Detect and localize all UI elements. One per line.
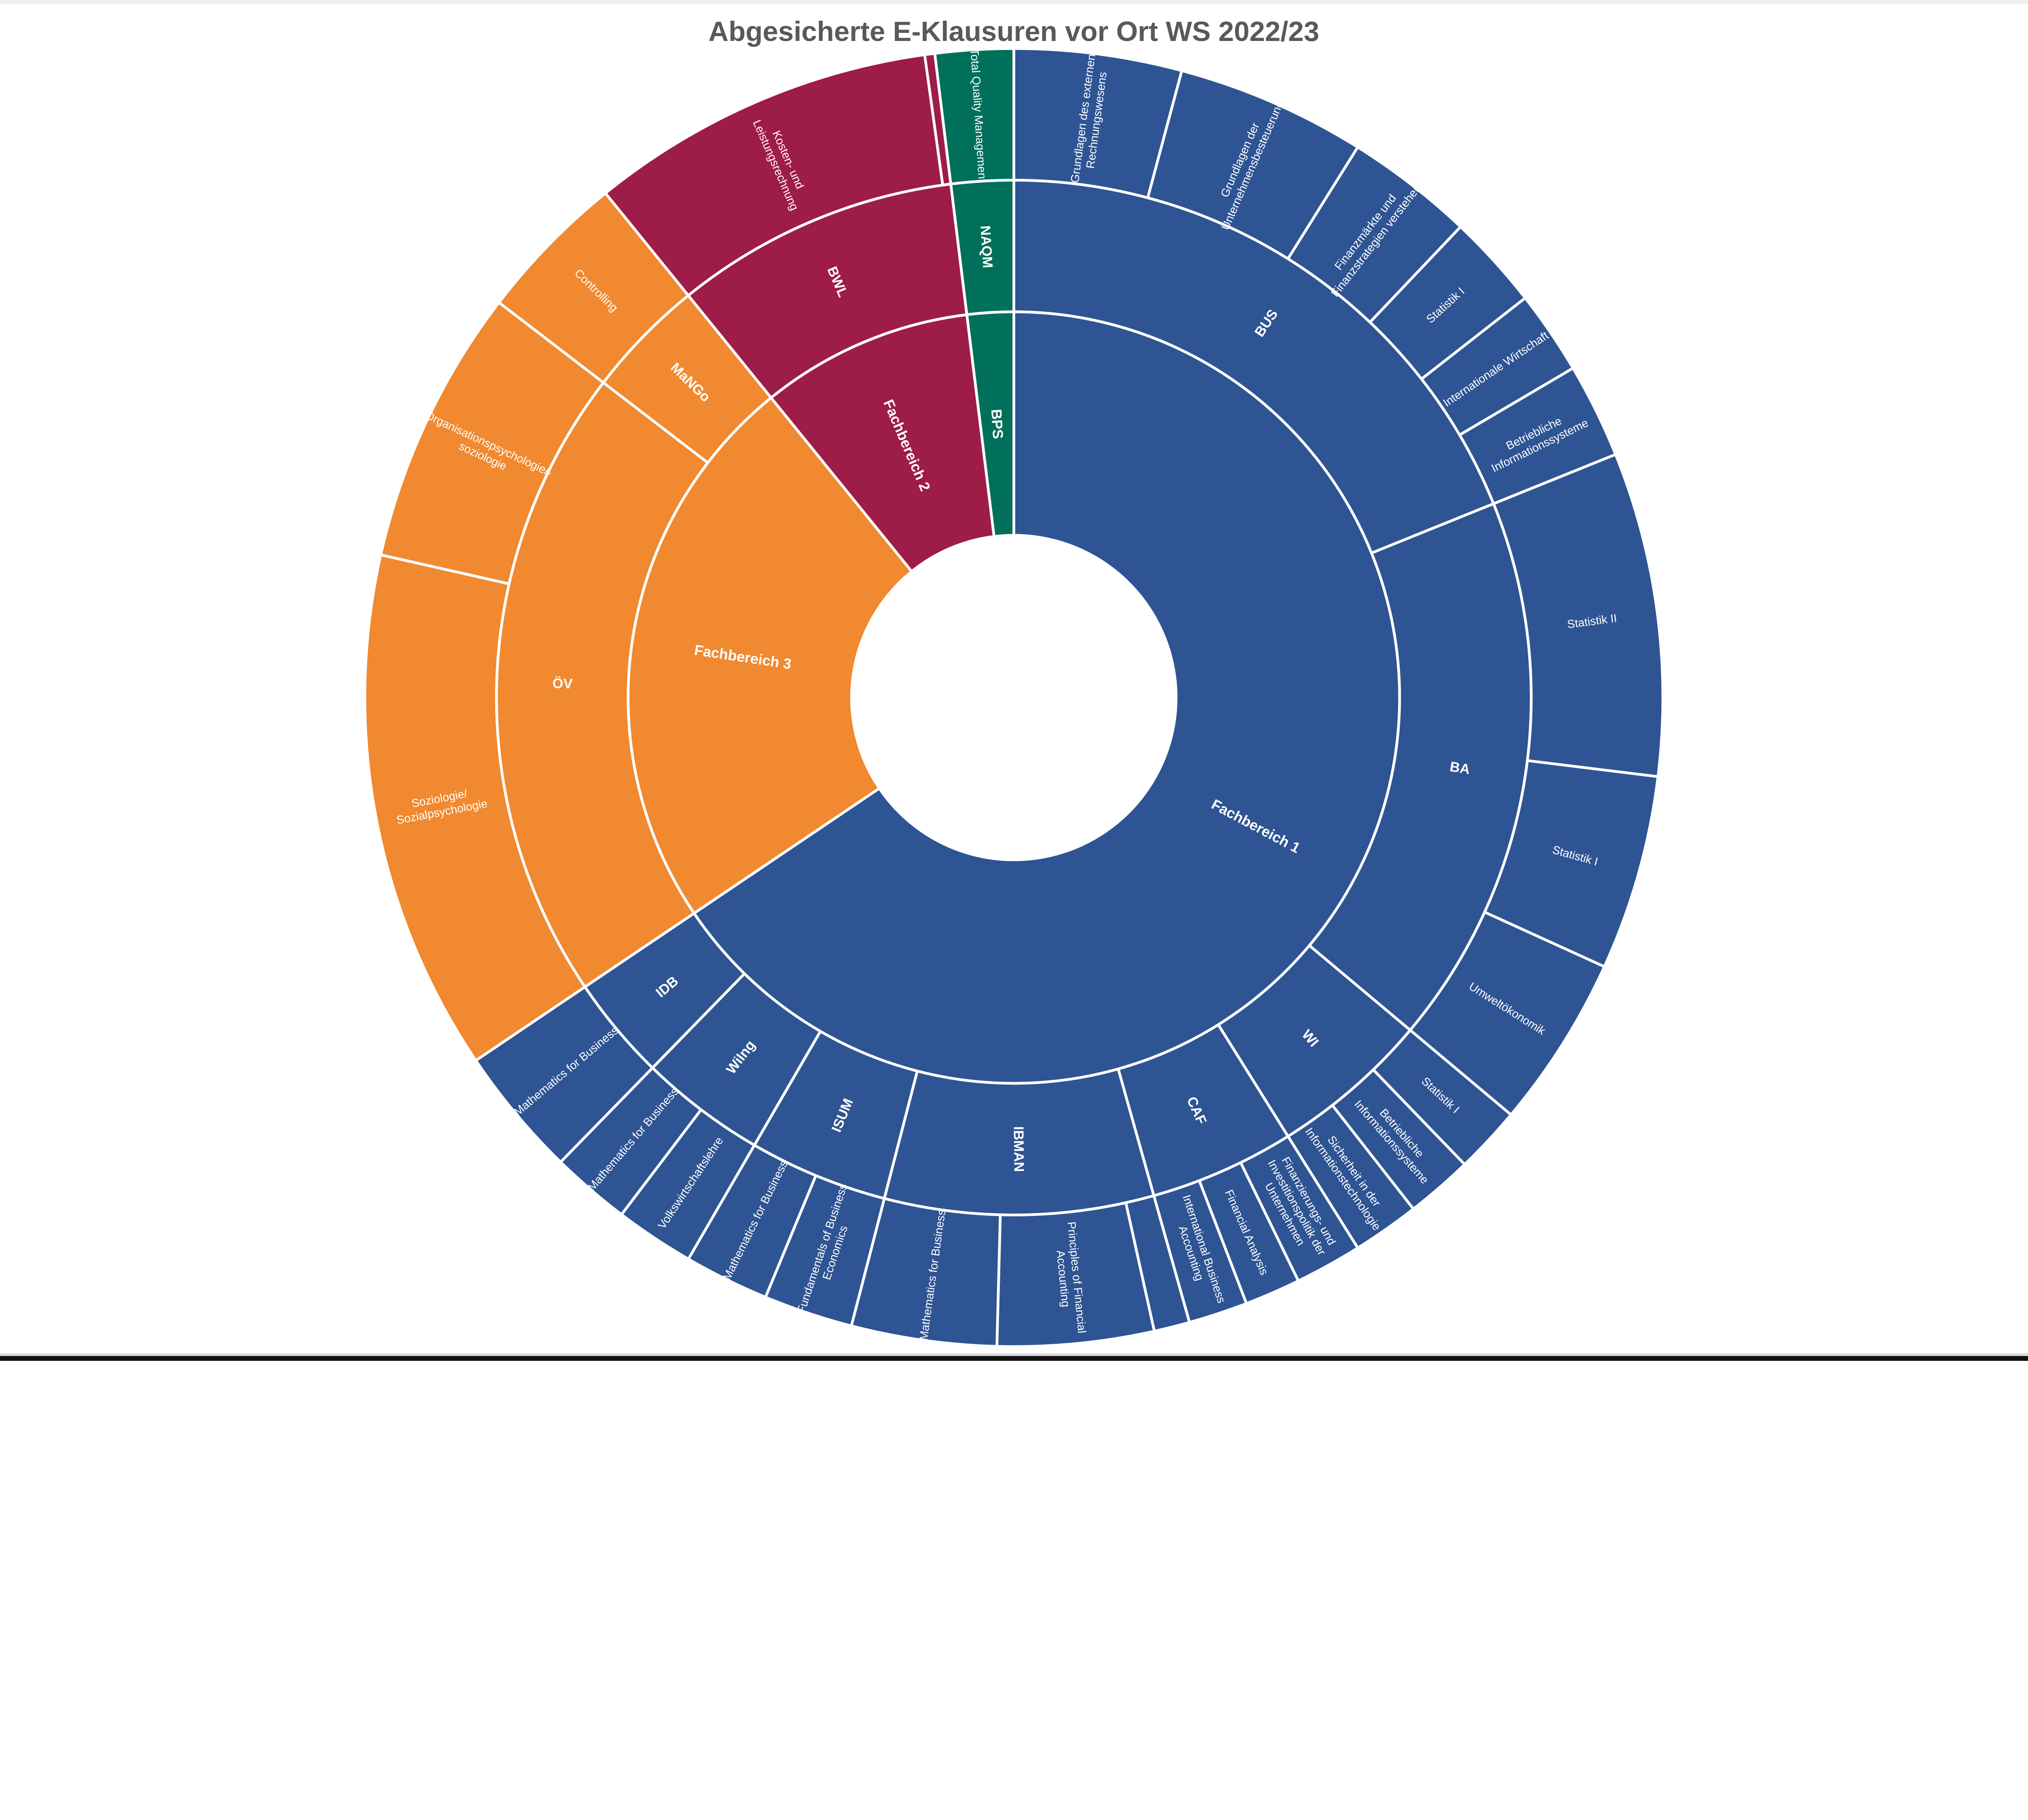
- chart-title: Abgesicherte E-Klausuren vor Ort WS 2022…: [709, 16, 1319, 47]
- sunburst-chart: Abgesicherte E-Klausuren vor Ort WS 2022…: [0, 0, 2028, 1361]
- segment-ibman[interactable]: [883, 1067, 1156, 1216]
- sunburst-segments: [363, 47, 1665, 1348]
- bottom-edge-line: [0, 1353, 2028, 1356]
- segment-principles-of-financial-accounting[interactable]: [995, 1201, 1156, 1348]
- top-edge-bar: [0, 0, 2028, 4]
- bottom-edge-bar: [0, 1356, 2028, 1361]
- segment-soziologie-sozialpsychologie[interactable]: [363, 553, 586, 1062]
- segment-total-quality-management[interactable]: [933, 47, 1015, 186]
- screenshot-root: Abgesicherte E-Klausuren vor Ort WS 2022…: [0, 0, 2028, 1361]
